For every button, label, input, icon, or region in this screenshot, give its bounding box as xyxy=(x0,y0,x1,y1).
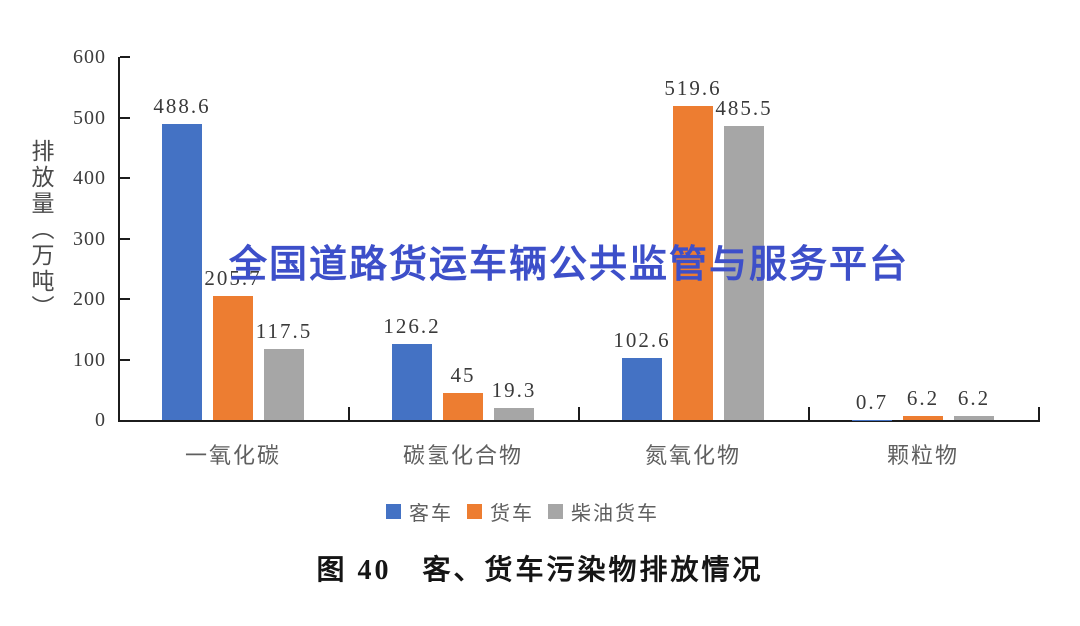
legend-label: 客车 xyxy=(409,503,453,525)
x-category-label: 碳氢化合物 xyxy=(402,443,524,468)
bar-柴油货车-一氧化碳 xyxy=(264,348,304,420)
bar-value-label: 488.6 xyxy=(153,94,211,119)
y-axis-title-char: 量 xyxy=(31,191,55,216)
legend-label: 货车 xyxy=(490,503,534,525)
bar-柴油货车-颗粒物 xyxy=(954,416,994,420)
bar-value-label: 0.7 xyxy=(855,389,889,414)
bar-客车-氮氧化物 xyxy=(622,357,662,420)
legend-swatch xyxy=(467,504,482,519)
bar-value-label: 485.5 xyxy=(715,96,773,121)
bar-value-label: 6.2 xyxy=(906,386,940,411)
x-category-label: 一氧化碳 xyxy=(184,443,282,468)
y-axis-line xyxy=(118,57,120,422)
x-tick-mark xyxy=(808,407,810,420)
watermark-text: 全国道路货运车辆公共监管与服务平台 xyxy=(229,244,910,286)
bar-货车-颗粒物 xyxy=(903,416,943,420)
y-tick-label: 500 xyxy=(73,106,106,129)
legend-swatch xyxy=(548,504,563,519)
bar-value-label: 19.3 xyxy=(491,378,537,403)
legend-item-客车: 客车 xyxy=(386,497,453,526)
x-category-label: 颗粒物 xyxy=(886,443,960,468)
legend-swatch xyxy=(386,504,401,519)
bar-货车-碳氢化合物 xyxy=(443,392,483,420)
bar-value-label: 519.6 xyxy=(664,75,722,100)
bar-value-label: 126.2 xyxy=(383,313,441,338)
y-tick-mark xyxy=(120,177,130,179)
figure-caption: 图 40 客、货车污染物排放情况 xyxy=(316,555,764,586)
y-axis-title: 排放量 ︵ 万吨 ︶ xyxy=(28,139,58,321)
y-tick-mark xyxy=(120,56,130,58)
y-axis-title-char: 放 xyxy=(31,165,55,190)
legend-item-货车: 货车 xyxy=(467,497,534,526)
y-tick-mark xyxy=(120,116,130,119)
x-tick-mark xyxy=(1038,407,1040,420)
y-tick-label: 300 xyxy=(73,227,106,250)
y-axis-title-char: ︵ xyxy=(31,217,55,242)
bar-客车-一氧化碳 xyxy=(162,124,202,420)
x-axis-line xyxy=(118,420,1040,422)
bar-value-label: 6.2 xyxy=(957,386,991,411)
y-tick-mark xyxy=(120,237,130,240)
y-tick-label: 400 xyxy=(73,167,106,189)
bar-柴油货车-碳氢化合物 xyxy=(494,408,534,420)
y-axis-title-char: 万 xyxy=(31,243,55,268)
bar-value-label: 102.6 xyxy=(613,327,671,352)
x-tick-mark xyxy=(348,407,350,420)
bar-货车-氮氧化物 xyxy=(673,105,713,420)
x-category-label: 氮氧化物 xyxy=(644,443,742,468)
bar-柴油货车-氮氧化物 xyxy=(724,126,764,420)
bar-value-label: 117.5 xyxy=(255,318,313,343)
y-axis-title-char: 吨 xyxy=(31,269,55,294)
chart-legend: 客车 货车 柴油货车 xyxy=(386,497,659,526)
y-tick-label: 0 xyxy=(95,409,106,431)
y-axis-title-char: ︶ xyxy=(31,295,55,320)
x-tick-mark xyxy=(578,407,580,420)
y-tick-label: 100 xyxy=(73,348,106,371)
y-axis-title-char: 排 xyxy=(31,139,55,164)
y-tick-mark xyxy=(120,358,130,361)
legend-item-柴油货车: 柴油货车 xyxy=(548,497,659,526)
y-tick-label: 600 xyxy=(73,46,106,68)
bar-货车-一氧化碳 xyxy=(213,295,253,420)
bar-value-label: 205.7 xyxy=(204,265,262,290)
y-tick-mark xyxy=(120,298,130,300)
bar-value-label: 45 xyxy=(450,362,476,387)
y-tick-label: 200 xyxy=(73,288,106,310)
legend-label: 柴油货车 xyxy=(571,503,659,525)
bar-客车-碳氢化合物 xyxy=(392,343,432,420)
